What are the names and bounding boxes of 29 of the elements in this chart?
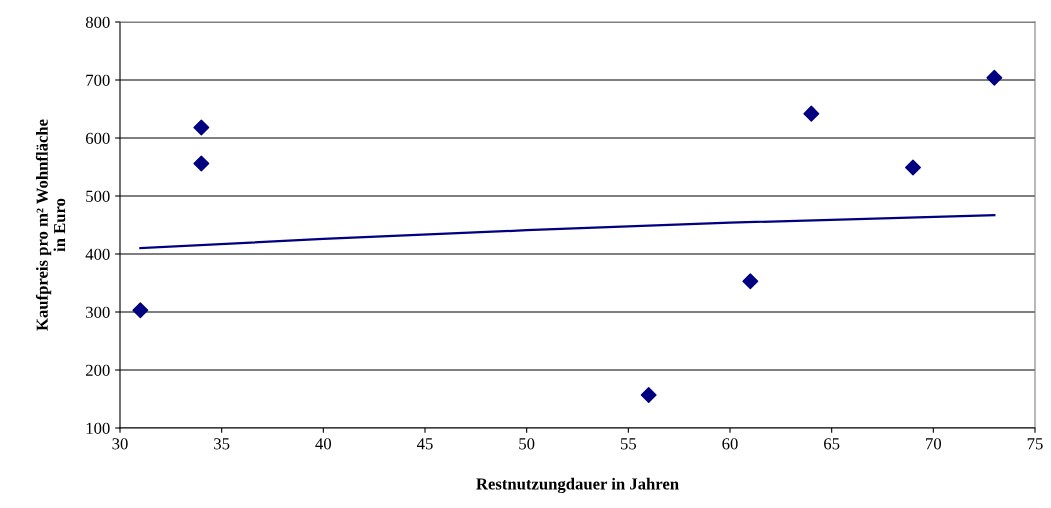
y-tick-label: 600 bbox=[85, 132, 110, 144]
y-tick-label: 100 bbox=[86, 422, 110, 434]
y-tick-label: 200 bbox=[86, 364, 110, 376]
point bbox=[193, 155, 210, 172]
y-tick-label: 700 bbox=[86, 74, 110, 86]
x-tick-label: 50 bbox=[519, 438, 535, 450]
x-tick-label: 55 bbox=[620, 438, 637, 450]
point bbox=[905, 159, 921, 176]
x-tick-label: 75 bbox=[1027, 438, 1043, 450]
y-tick-label: 800 bbox=[85, 16, 110, 28]
x-axis-title: Restnutzungdauer in Jahren bbox=[476, 477, 679, 494]
x-tick-label: 60 bbox=[722, 438, 738, 450]
x-tick-label: 40 bbox=[315, 438, 332, 450]
y-axis-title: Kaufpreis pro m² Wohnfläche in Euro bbox=[35, 119, 66, 331]
line-series bbox=[139, 214, 996, 250]
x-tick-label: 70 bbox=[926, 438, 942, 450]
point bbox=[986, 69, 1003, 86]
point bbox=[640, 386, 657, 403]
point bbox=[803, 105, 820, 122]
x-tick-label: 45 bbox=[416, 438, 433, 450]
y-tick-label: 400 bbox=[85, 248, 110, 260]
x-tick-label: 65 bbox=[824, 438, 840, 450]
y-tick-label: 300 bbox=[86, 306, 110, 318]
y-tick-label: 500 bbox=[86, 190, 110, 202]
point bbox=[193, 119, 210, 136]
point bbox=[742, 273, 759, 290]
x-tick-label: 30 bbox=[112, 438, 128, 450]
point bbox=[132, 302, 149, 319]
x-tick-label: 35 bbox=[214, 438, 230, 450]
